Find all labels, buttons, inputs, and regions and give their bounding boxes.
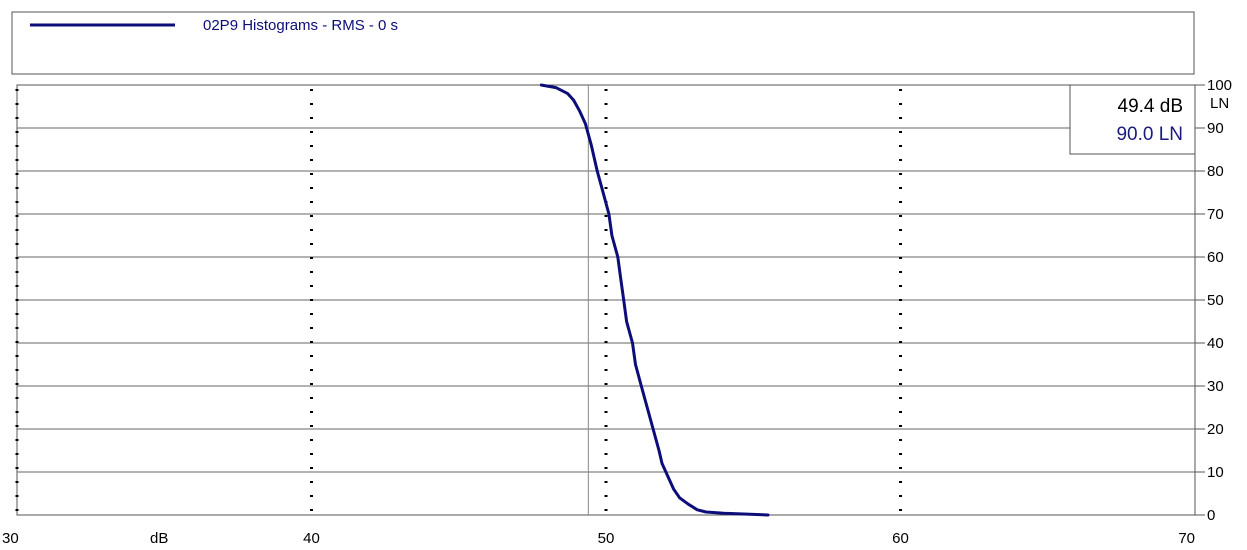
y-unit-label: LN [1210, 95, 1229, 112]
x-unit-label: dB [150, 530, 168, 547]
readout-box [1069, 84, 1196, 155]
x-tick-label: 60 [892, 530, 909, 547]
cursor-readout: 49.4 dB 90.0 LN [1069, 84, 1196, 155]
y-tick-label: 90 [1207, 120, 1224, 137]
series-layer [539, 83, 770, 517]
series-line [539, 83, 770, 517]
readout-y-value: 90.0 LN [1116, 124, 1183, 145]
y-tick-label: 80 [1207, 163, 1224, 180]
y-tick-label: 20 [1207, 421, 1224, 438]
x-tick-label: 70 [1178, 530, 1195, 547]
x-tick-label: 40 [303, 530, 320, 547]
y-tick-label: 0 [1207, 507, 1215, 524]
x-tick-label: 30 [2, 530, 19, 547]
y-tick-label: 30 [1207, 378, 1224, 395]
x-axis: 30 40 50 60 70 [2, 530, 1195, 547]
legend-box [11, 11, 1195, 75]
y-tick-label: 50 [1207, 292, 1224, 309]
x-tick-label: 50 [598, 530, 615, 547]
readout-x-value: 49.4 dB [1118, 96, 1184, 117]
x-gridlines [15, 85, 902, 515]
y-tick-label: 40 [1207, 335, 1224, 352]
y-tick-label: 70 [1207, 206, 1224, 223]
legend: 02P9 Histograms - RMS - 0 s [11, 11, 1195, 75]
legend-label: 02P9 Histograms - RMS - 0 s [203, 17, 398, 34]
y-axis: 0 10 20 30 40 50 60 70 80 90 100 [1195, 77, 1232, 524]
y-tick-label: 100 [1207, 77, 1232, 94]
y-tick-label: 10 [1207, 464, 1224, 481]
y-tick-label: 60 [1207, 249, 1224, 266]
